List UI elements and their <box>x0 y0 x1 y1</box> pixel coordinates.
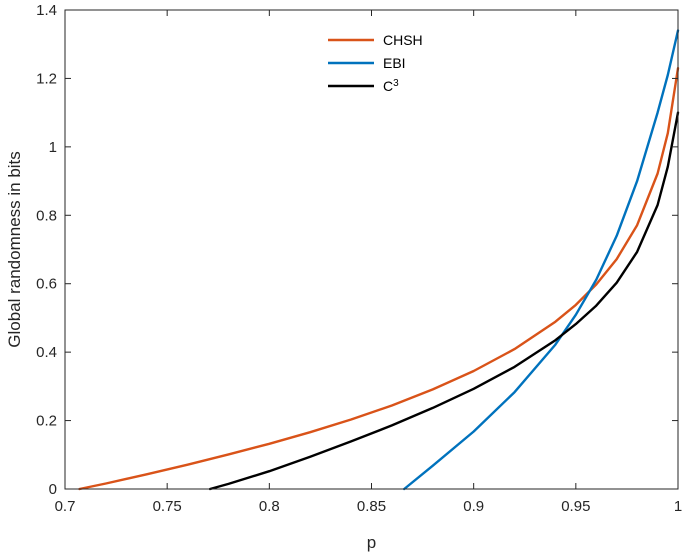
y-tick-label: 1.2 <box>36 70 57 87</box>
y-tick-label: 0 <box>49 481 57 498</box>
series-line-2 <box>403 29 680 491</box>
legend-label: CHSH <box>383 32 423 48</box>
x-tick-label: 0.85 <box>357 498 386 515</box>
x-axis-label: p <box>367 533 376 552</box>
x-tick-label: 0.7 <box>55 498 76 515</box>
plot-area <box>65 10 678 489</box>
y-tick-label: 0.6 <box>36 276 57 293</box>
y-tick-label: 0.4 <box>36 344 57 361</box>
series-line-3 <box>208 111 680 491</box>
x-tick-label: 1 <box>674 498 682 515</box>
y-tick-label: 1.4 <box>36 2 57 19</box>
y-axis-label: Global randomness in bits <box>5 151 24 348</box>
x-axis-ticks: 0.7 0.75 0.8 0.85 0.9 0.95 1 <box>55 10 682 515</box>
legend-label: EBI <box>383 55 406 71</box>
y-tick-label: 1 <box>49 139 57 156</box>
series-line-1 <box>78 66 680 491</box>
y-tick-label: 0.2 <box>36 413 57 430</box>
y-tick-label: 0.8 <box>36 207 57 224</box>
series-layer <box>78 29 680 491</box>
x-tick-label: 0.95 <box>561 498 590 515</box>
x-tick-label: 0.8 <box>259 498 280 515</box>
x-tick-label: 0.9 <box>463 498 484 515</box>
plot-background <box>65 10 678 489</box>
y-axis-ticks: 0 0.2 0.4 0.6 0.8 1 1.2 1.4 <box>36 2 678 498</box>
x-tick-label: 0.75 <box>153 498 182 515</box>
